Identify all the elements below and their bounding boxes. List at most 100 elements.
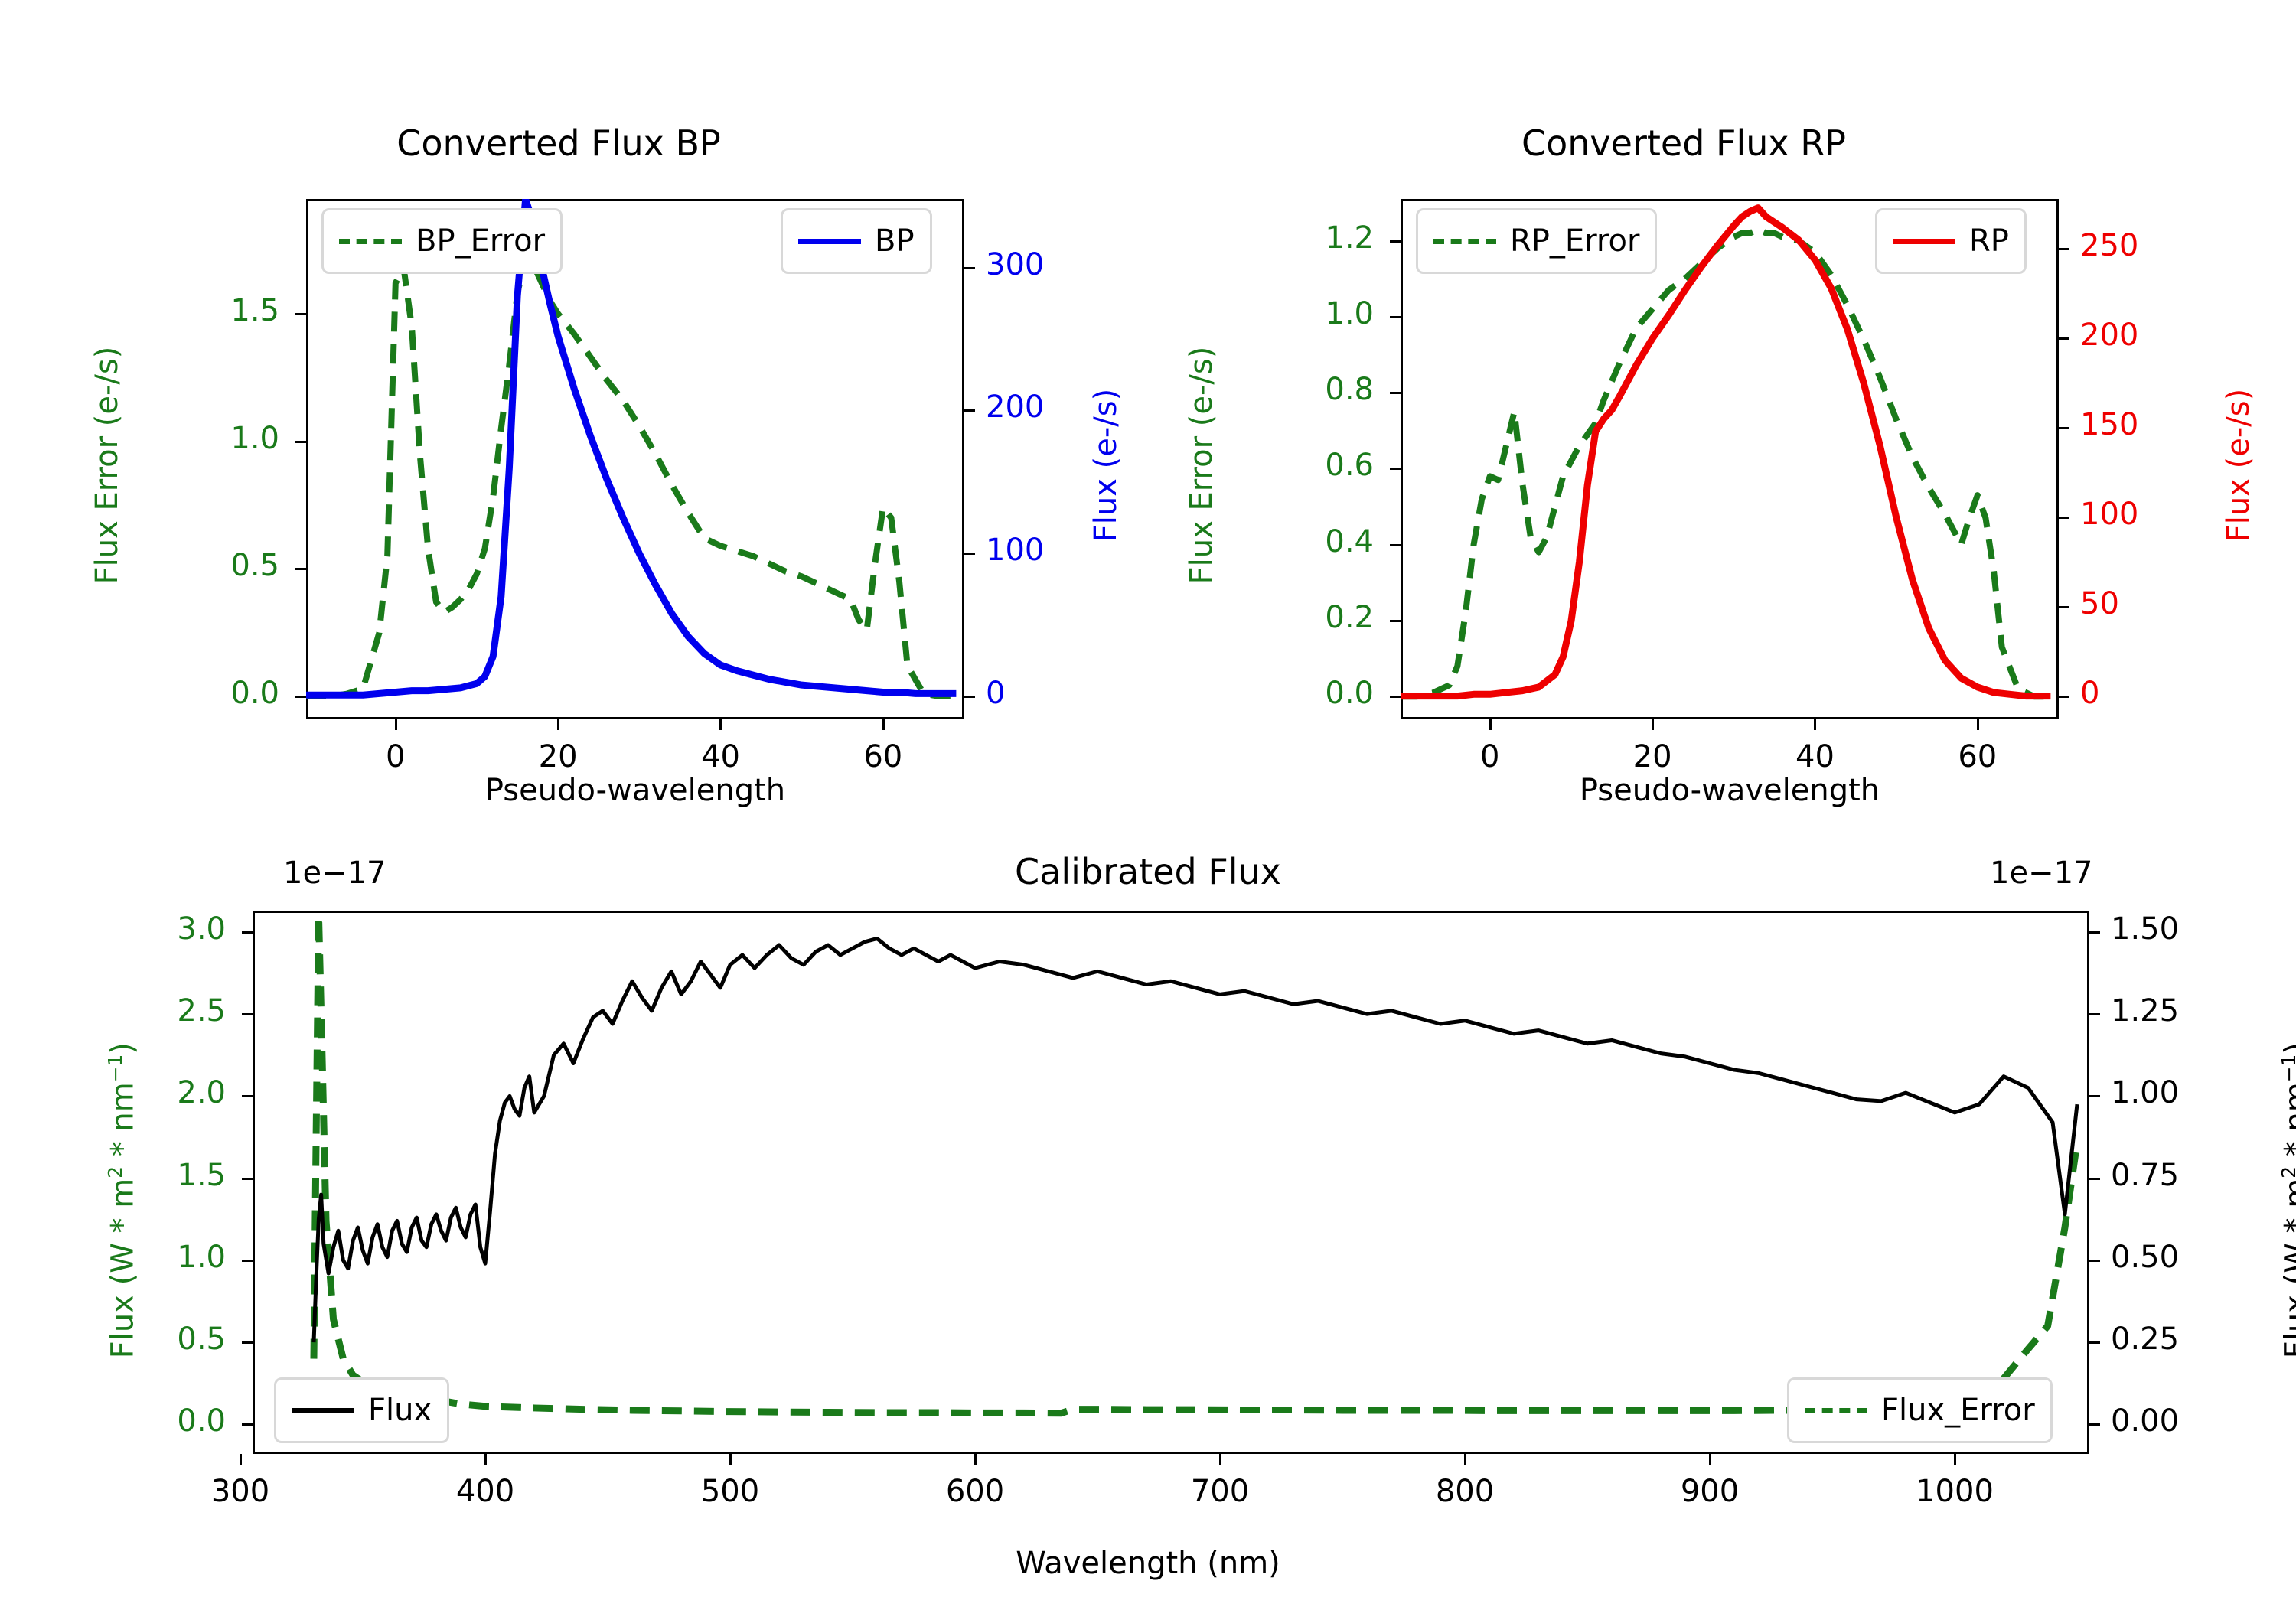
xtick-mark xyxy=(719,719,722,730)
cal-flux-error-legend-label: Flux_Error xyxy=(1881,1393,2035,1428)
ytick-label-right: 0 xyxy=(986,676,1006,712)
xtick-label: 1000 xyxy=(1916,1474,1994,1509)
xtick-label: 40 xyxy=(1795,739,1835,774)
xtick-mark xyxy=(974,1454,977,1465)
xtick-mark xyxy=(1219,1454,1221,1465)
ytick-label-left: 2.0 xyxy=(177,1075,226,1111)
ytick-label-left: 2.5 xyxy=(177,993,226,1029)
ytick-mark-right xyxy=(2059,427,2069,430)
ytick-label-right: 1.50 xyxy=(2111,911,2180,947)
cal-xlabel: Wavelength (nm) xyxy=(1016,1546,1280,1581)
bp-legend-flux[interactable]: BP xyxy=(781,208,932,274)
ytick-label-left: 1.0 xyxy=(177,1239,226,1275)
ytick-label-left: 0.0 xyxy=(1325,676,1374,712)
ytick-label-right: 100 xyxy=(986,533,1045,569)
ytick-mark-left xyxy=(295,696,306,698)
xtick-mark xyxy=(484,1454,487,1465)
bp-panel-title: Converted Flux BP xyxy=(396,122,721,164)
bp-legend-error[interactable]: BP_Error xyxy=(321,208,563,274)
cal-legend-flux[interactable]: Flux xyxy=(274,1377,450,1443)
xtick-label: 500 xyxy=(700,1474,760,1509)
xtick-label: 60 xyxy=(863,739,903,774)
ytick-mark-right xyxy=(2089,1423,2100,1426)
ytick-label-right: 250 xyxy=(2080,228,2139,264)
xtick-mark xyxy=(1464,1454,1466,1465)
ytick-label-left: 1.0 xyxy=(1325,295,1374,331)
ytick-mark-right xyxy=(2059,337,2069,341)
rp-legend-flux[interactable]: RP xyxy=(1875,208,2027,274)
cal-panel-title: Calibrated Flux xyxy=(1015,851,1281,892)
ytick-label-left: 0.5 xyxy=(177,1322,226,1358)
bp-flux-line-swatch xyxy=(798,238,861,244)
ytick-label-right: 0.25 xyxy=(2111,1322,2180,1358)
ytick-label-right: 300 xyxy=(986,246,1045,282)
ytick-label-left: 1.0 xyxy=(230,420,279,456)
bp-ylabel-left: Flux Error (e-/s) xyxy=(90,346,125,585)
rp-ylabel-right: Flux (e-/s) xyxy=(2221,388,2256,543)
ytick-label-left: 0.8 xyxy=(1325,372,1374,408)
ytick-mark-left xyxy=(1390,240,1401,243)
rp-error-line-swatch xyxy=(1433,238,1496,244)
cal-flux-line-swatch xyxy=(292,1407,354,1413)
rp-flux-legend-label: RP xyxy=(1969,223,2009,259)
ytick-mark-left xyxy=(242,1095,253,1098)
ytick-label-left: 1.2 xyxy=(1325,220,1374,256)
cal-ylabel-right: Flux (W * m2 * nm−1) xyxy=(2278,956,2296,1446)
rp-legend-error[interactable]: RP_Error xyxy=(1416,208,1658,274)
rp-xlabel: Pseudo-wavelength xyxy=(1579,773,1880,808)
ytick-mark-right xyxy=(2089,931,2100,934)
rp-axes-frame xyxy=(1401,199,2059,719)
rp-flux-line-swatch xyxy=(1893,238,1955,244)
ytick-mark-left xyxy=(1390,392,1401,395)
ytick-mark-left xyxy=(1390,468,1401,471)
ytick-label-left: 0.6 xyxy=(1325,448,1374,484)
bp-error-legend-label: BP_Error xyxy=(416,223,546,259)
ytick-mark-right xyxy=(964,696,975,699)
panel-converted-flux-bp: Converted Flux BP Flux Error (e-/s) Flux… xyxy=(0,0,1148,811)
bp-flux-legend-label: BP xyxy=(875,223,915,259)
panel-converted-flux-rp: Converted Flux RP Flux Error (e-/s) Flux… xyxy=(1148,0,2296,811)
rp-ylabel-left: Flux Error (e-/s) xyxy=(1184,346,1219,585)
ytick-label-left: 0.0 xyxy=(177,1403,226,1439)
ytick-mark-right xyxy=(2089,1013,2100,1016)
xtick-label: 40 xyxy=(701,739,740,774)
ytick-mark-left xyxy=(242,1259,253,1262)
ytick-label-right: 0.50 xyxy=(2111,1239,2180,1275)
xtick-mark xyxy=(1652,719,1655,730)
xtick-label: 20 xyxy=(1632,739,1672,774)
ytick-label-right: 1.25 xyxy=(2111,993,2180,1029)
panel-calibrated-flux: Calibrated Flux 1e−17 1e−17 Flux (W * m2… xyxy=(0,811,2296,1607)
ytick-mark-left xyxy=(242,1013,253,1016)
ytick-mark-left xyxy=(242,931,253,934)
ytick-label-right: 0 xyxy=(2080,675,2100,711)
ytick-mark-right xyxy=(2089,1341,2100,1345)
ytick-label-left: 0.4 xyxy=(1325,523,1374,559)
xtick-mark xyxy=(1489,719,1492,730)
cal-axes-frame xyxy=(253,911,2089,1454)
ytick-label-right: 200 xyxy=(2080,318,2139,354)
ytick-label-right: 1.00 xyxy=(2111,1075,2180,1111)
ytick-label-right: 50 xyxy=(2080,585,2119,621)
ytick-label-left: 0.5 xyxy=(230,548,279,584)
ytick-label-left: 0.0 xyxy=(230,676,279,711)
xtick-label: 0 xyxy=(386,739,406,774)
xtick-mark xyxy=(729,1454,732,1465)
ytick-label-right: 100 xyxy=(2080,496,2139,532)
cal-plot-lines xyxy=(310,911,2081,1417)
ytick-mark-left xyxy=(295,313,306,315)
ytick-label-left: 0.2 xyxy=(1325,599,1374,635)
cal-offset-left: 1e−17 xyxy=(283,856,386,891)
rp-panel-title: Converted Flux RP xyxy=(1521,122,1846,164)
ytick-mark-right xyxy=(2089,1259,2100,1262)
ytick-mark-right xyxy=(964,409,975,412)
ytick-label-right: 150 xyxy=(2080,407,2139,443)
xtick-label: 20 xyxy=(538,739,578,774)
ytick-label-right: 200 xyxy=(986,390,1045,425)
cal-legend-flux-error[interactable]: Flux_Error xyxy=(1787,1377,2053,1443)
ytick-mark-right xyxy=(2059,605,2069,608)
ytick-mark-left xyxy=(295,568,306,571)
ytick-mark-right xyxy=(2089,1177,2100,1180)
ytick-mark-right xyxy=(964,553,975,556)
xtick-mark xyxy=(1976,719,1979,730)
cal-ylabel-left: Flux (W * m2 * nm−1) xyxy=(104,956,140,1446)
